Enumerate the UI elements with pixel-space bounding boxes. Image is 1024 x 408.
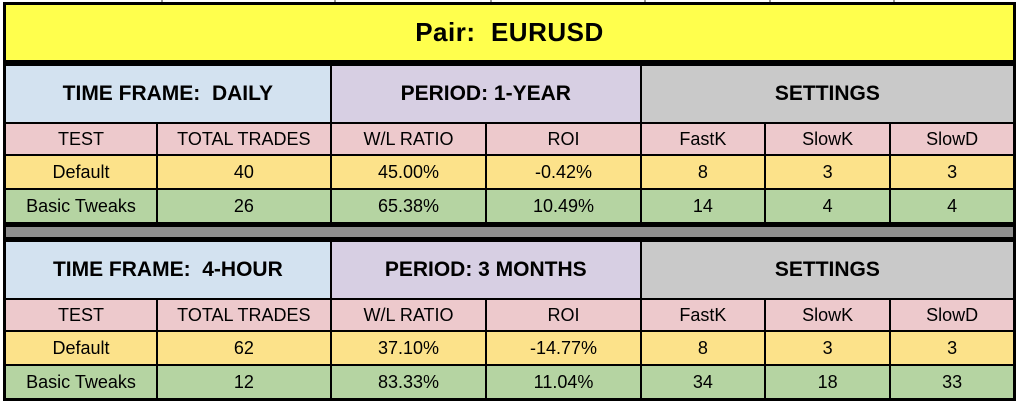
column-header-total-trades: TOTAL TRADES — [156, 122, 332, 156]
cell-test: Default — [3, 330, 158, 366]
cell-slowk: 3 — [763, 154, 892, 190]
cell-roi: -0.42% — [485, 154, 642, 190]
timeframe-header-cell: TIME FRAME: 4-HOUR — [3, 239, 332, 300]
cell-slowd: 33 — [889, 364, 1016, 401]
pair-title: Pair: EURUSD — [415, 17, 604, 47]
settings-header-cell: SETTINGS — [639, 239, 1016, 300]
cell-roi: 11.04% — [485, 364, 642, 401]
cell-wl-ratio: 45.00% — [329, 154, 488, 190]
cell-test: Default — [3, 154, 158, 190]
cell-slowk: 3 — [763, 330, 892, 366]
cell-total-trades: 26 — [156, 188, 332, 225]
column-header-row: TEST TOTAL TRADES W/L RATIO ROI FastK Sl… — [3, 298, 1016, 332]
timeframe-header-cell: TIME FRAME: DAILY — [3, 63, 332, 124]
results-sheet: Pair: EURUSD TIME FRAME: DAILY PERIOD: 1… — [3, 0, 1016, 401]
cell-fastk: 8 — [639, 330, 766, 366]
column-header-slowd: SlowD — [889, 298, 1016, 332]
section-divider — [3, 225, 1016, 239]
column-header-total-trades: TOTAL TRADES — [156, 298, 332, 332]
cell-fastk: 14 — [639, 188, 766, 225]
table-row: Basic Tweaks 12 83.33% 11.04% 34 18 33 — [3, 364, 1016, 401]
column-header-fastk: FastK — [639, 298, 766, 332]
table-row: Basic Tweaks 26 65.38% 10.49% 14 4 4 — [3, 188, 1016, 225]
cell-wl-ratio: 37.10% — [329, 330, 488, 366]
table-row: Default 62 37.10% -14.77% 8 3 3 — [3, 330, 1016, 366]
column-header-slowk: SlowK — [763, 298, 892, 332]
column-header-wl-ratio: W/L RATIO — [329, 122, 488, 156]
cell-slowd: 3 — [889, 330, 1016, 366]
column-header-row: TEST TOTAL TRADES W/L RATIO ROI FastK Sl… — [3, 122, 1016, 156]
cell-test: Basic Tweaks — [3, 364, 158, 401]
cell-slowd: 3 — [889, 154, 1016, 190]
section-header-row: TIME FRAME: 4-HOUR PERIOD: 3 MONTHS SETT… — [3, 239, 1016, 300]
cell-roi: -14.77% — [485, 330, 642, 366]
cell-slowd: 4 — [889, 188, 1016, 225]
cell-roi: 10.49% — [485, 188, 642, 225]
period-header-cell: PERIOD: 3 MONTHS — [329, 239, 642, 300]
column-header-slowd: SlowD — [889, 122, 1016, 156]
cell-total-trades: 40 — [156, 154, 332, 190]
daily-results-table: TIME FRAME: DAILY PERIOD: 1-YEAR SETTING… — [3, 63, 1016, 225]
column-header-slowk: SlowK — [763, 122, 892, 156]
cropped-border-remnants — [3, 0, 1016, 2]
section-header-row: TIME FRAME: DAILY PERIOD: 1-YEAR SETTING… — [3, 63, 1016, 124]
column-header-wl-ratio: W/L RATIO — [329, 298, 488, 332]
cell-slowk: 18 — [763, 364, 892, 401]
fourhour-results-table: TIME FRAME: 4-HOUR PERIOD: 3 MONTHS SETT… — [3, 239, 1016, 401]
column-header-test: TEST — [3, 298, 158, 332]
cell-slowk: 4 — [763, 188, 892, 225]
table-row: Default 40 45.00% -0.42% 8 3 3 — [3, 154, 1016, 190]
column-header-fastk: FastK — [639, 122, 766, 156]
cell-fastk: 34 — [639, 364, 766, 401]
settings-header-cell: SETTINGS — [639, 63, 1016, 124]
column-header-roi: ROI — [485, 298, 642, 332]
pair-banner: Pair: EURUSD — [3, 2, 1016, 63]
cell-wl-ratio: 83.33% — [329, 364, 488, 401]
column-header-roi: ROI — [485, 122, 642, 156]
period-header-cell: PERIOD: 1-YEAR — [329, 63, 642, 124]
cell-fastk: 8 — [639, 154, 766, 190]
cell-total-trades: 12 — [156, 364, 332, 401]
cell-wl-ratio: 65.38% — [329, 188, 488, 225]
cell-test: Basic Tweaks — [3, 188, 158, 225]
column-header-test: TEST — [3, 122, 158, 156]
cell-total-trades: 62 — [156, 330, 332, 366]
